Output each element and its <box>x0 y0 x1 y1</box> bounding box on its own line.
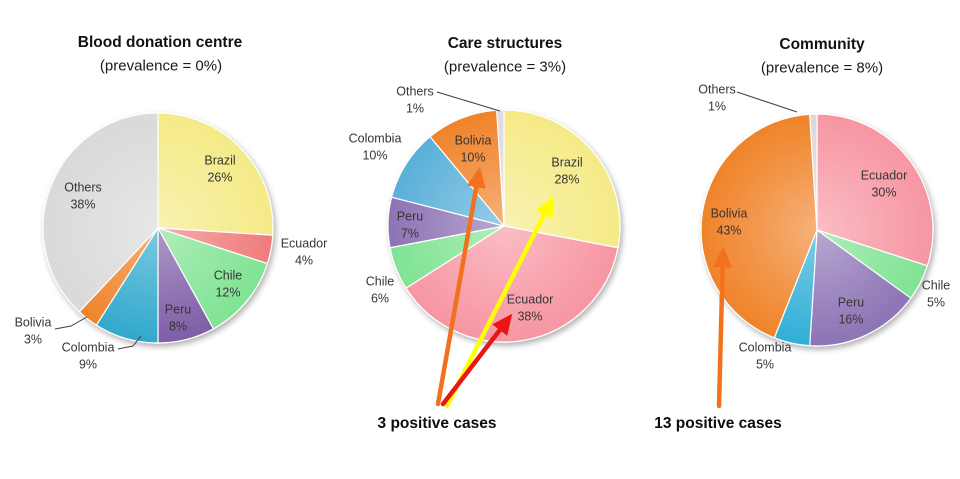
slice-pct: 38% <box>70 197 96 211</box>
slice-label-bolivia: Bolivia 10% <box>455 133 492 166</box>
slice-label-others: Others 1% <box>698 82 736 115</box>
slice-label-chile: Chile 5% <box>922 278 951 311</box>
annotation-13-positive-cases: 13 positive cases <box>654 415 782 432</box>
slice-pct: 12% <box>215 285 241 299</box>
slice-label-brazil: Brazil 28% <box>551 155 582 188</box>
slice-label-bolivia: Bolivia 3% <box>15 315 52 348</box>
slice-pct: 1% <box>405 101 425 115</box>
chart2-subtitle: (prevalence = 8%) <box>760 59 884 77</box>
slice-pct: 3% <box>23 332 43 346</box>
slice-label-bolivia: Bolivia 43% <box>711 206 748 239</box>
slice-pct: 16% <box>838 312 864 326</box>
pie-slice-brazil <box>157 112 274 236</box>
slice-name: Brazil <box>551 155 583 170</box>
slice-name: Others <box>396 84 434 99</box>
pie-blood-donation-centre <box>42 112 274 344</box>
slice-name: Peru <box>396 209 424 224</box>
label-leader-line <box>736 91 798 113</box>
slice-name: Bolivia <box>710 206 748 221</box>
slice-pct: 8% <box>168 319 188 333</box>
slice-label-peru: Peru 8% <box>165 302 191 335</box>
slice-label-ecuador: Ecuador 38% <box>507 292 554 325</box>
slice-label-colombia: Colombia 9% <box>62 340 115 373</box>
slice-label-ecuador: Ecuador 4% <box>281 236 328 269</box>
slice-pct: 10% <box>362 148 388 162</box>
slice-label-ecuador: Ecuador 30% <box>861 168 908 201</box>
slice-label-colombia: Colombia 5% <box>739 340 792 373</box>
pie-slice-chile <box>157 227 268 330</box>
pie-slice-others <box>809 113 818 231</box>
slice-name: Peru <box>164 302 192 317</box>
slice-name: Peru <box>837 295 865 310</box>
slice-pct: 28% <box>554 172 580 186</box>
slice-label-others: Others 38% <box>64 180 102 213</box>
slice-pct: 4% <box>294 253 314 267</box>
pie-care-structures <box>387 109 621 343</box>
slice-name: Bolivia <box>454 133 492 148</box>
pie-slice-peru <box>809 229 912 347</box>
annotation-3-positive-cases: 3 positive cases <box>377 415 497 432</box>
pie-slice-brazil <box>503 109 621 249</box>
slice-pct: 10% <box>460 150 486 164</box>
label-leader-line <box>117 335 142 350</box>
label-leader-line <box>54 316 88 330</box>
chart2-title: Community <box>779 36 865 53</box>
annotation-arrow-ecuador-icon <box>440 313 513 407</box>
slice-name: Others <box>698 82 736 97</box>
pie-slice-colombia <box>391 136 505 227</box>
chart1-subtitle: (prevalence = 3%) <box>443 58 567 76</box>
slice-pct: 5% <box>926 295 946 309</box>
annotation-arrow-bolivia-icon <box>713 246 733 409</box>
slice-name: Chile <box>365 274 395 289</box>
annotation-arrow-brazil-icon <box>444 196 554 409</box>
slice-name: Chile <box>213 268 243 283</box>
slice-label-chile: Chile 6% <box>366 274 395 307</box>
slice-pct: 7% <box>400 226 420 240</box>
slice-pct: 43% <box>716 223 742 237</box>
slice-label-others: Others 1% <box>396 84 434 117</box>
slice-name: Ecuador <box>860 168 908 183</box>
slice-name: Chile <box>921 278 951 293</box>
slice-pct: 6% <box>370 291 390 305</box>
pie-slice-others <box>42 112 159 313</box>
slice-name: Ecuador <box>506 292 554 307</box>
slice-name: Colombia <box>738 340 792 355</box>
slice-name: Bolivia <box>14 315 52 330</box>
label-leader-line <box>436 91 501 112</box>
slice-label-brazil: Brazil 26% <box>204 153 235 186</box>
pie-slice-ecuador <box>816 113 934 267</box>
slice-pct: 1% <box>707 99 727 113</box>
slice-name: Colombia <box>61 340 115 355</box>
pie-slice-bolivia <box>700 113 818 339</box>
chart1-title: Care structures <box>447 35 563 52</box>
slice-label-colombia: Colombia 10% <box>349 131 402 164</box>
slice-pct: 38% <box>517 309 543 323</box>
slice-label-peru: Peru 7% <box>397 209 423 242</box>
annotation-arrow-bolivia-icon <box>435 166 486 407</box>
pie-slice-bolivia <box>429 109 505 227</box>
slice-pct: 9% <box>78 357 98 371</box>
slice-name: Colombia <box>348 131 402 146</box>
slice-label-chile: Chile 12% <box>214 268 243 301</box>
slice-name: Brazil <box>204 153 236 168</box>
pie-community <box>700 113 934 347</box>
slice-name: Ecuador <box>280 236 328 251</box>
slice-pct: 26% <box>207 170 233 184</box>
chart0-title: Blood donation centre <box>77 34 243 51</box>
slice-pct: 30% <box>871 185 897 199</box>
chart0-subtitle: (prevalence = 0%) <box>99 57 223 75</box>
slice-label-peru: Peru 16% <box>838 295 864 328</box>
slice-name: Others <box>64 180 102 195</box>
slice-pct: 5% <box>755 357 775 371</box>
